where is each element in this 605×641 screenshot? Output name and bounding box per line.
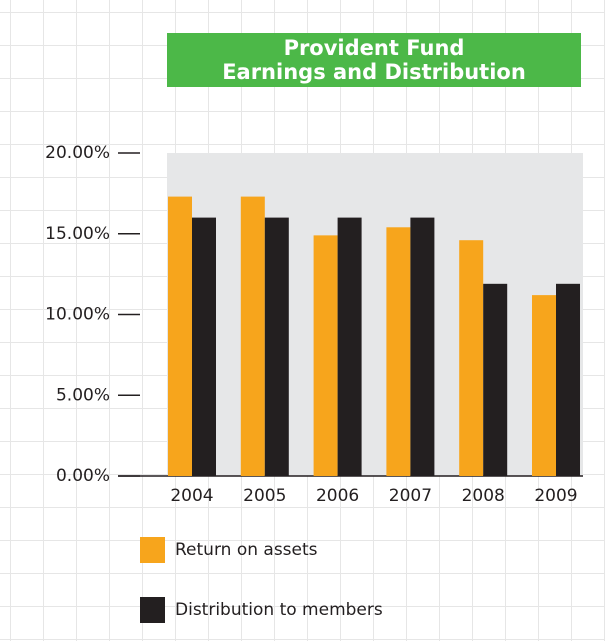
title-box xyxy=(167,33,581,87)
y-tick-label: 15.00% xyxy=(45,224,110,244)
legend-label: Distribution to members xyxy=(175,600,383,620)
bar xyxy=(192,217,216,476)
bar xyxy=(556,283,580,476)
legend-label: Return on assets xyxy=(175,540,318,560)
bar xyxy=(313,235,338,476)
bar xyxy=(410,217,435,476)
plot-area xyxy=(167,153,583,476)
x-tick-label: 2005 xyxy=(243,486,286,506)
bar xyxy=(337,217,362,476)
bar xyxy=(483,283,508,476)
x-tick-label: 2007 xyxy=(389,486,432,506)
bar xyxy=(240,196,265,477)
chart-title: Earnings and Distribution xyxy=(222,60,526,84)
y-tick-label: 20.00% xyxy=(45,143,110,163)
x-tick-label: 2004 xyxy=(170,486,213,506)
bar xyxy=(532,295,556,476)
y-tick-label: 0.00% xyxy=(56,466,110,486)
y-tick-label: 10.00% xyxy=(45,305,110,325)
x-tick-label: 2009 xyxy=(534,486,577,506)
x-tick-label: 2008 xyxy=(462,486,505,506)
legend-swatch xyxy=(140,597,165,623)
bar xyxy=(264,217,289,476)
chart-title: Provident Fund xyxy=(284,36,465,60)
y-tick-label: 5.00% xyxy=(56,385,110,405)
bar xyxy=(459,240,484,476)
bar xyxy=(168,196,192,477)
bar xyxy=(386,227,411,476)
legend-swatch xyxy=(140,537,165,563)
x-tick-label: 2006 xyxy=(316,486,359,506)
